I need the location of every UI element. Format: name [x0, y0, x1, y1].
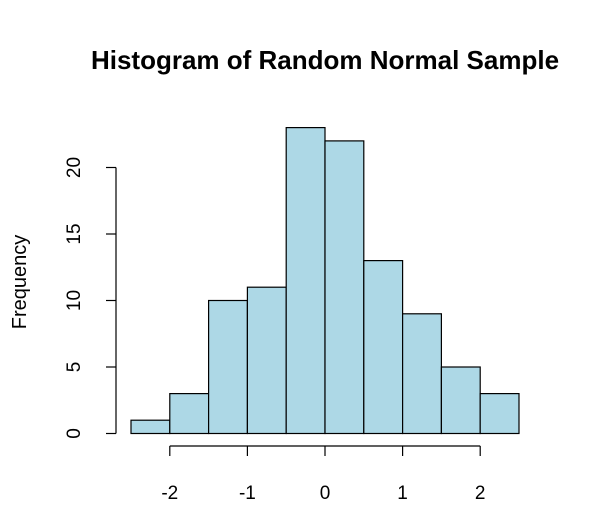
histogram-bar	[324, 140, 365, 435]
x-axis: -2 -1 0 1 2	[161, 445, 486, 504]
y-tick-label: 15	[64, 223, 85, 244]
x-tick-label: 0	[320, 483, 331, 504]
x-tick-label: 2	[475, 483, 486, 504]
y-axis-label: Frequency	[9, 235, 31, 330]
histogram-bar	[363, 260, 404, 435]
histogram-bar	[402, 313, 443, 435]
chart-title: Histogram of Random Normal Sample	[91, 45, 559, 75]
histogram-bar	[130, 419, 171, 435]
x-tick-label: 1	[397, 483, 408, 504]
histogram-bar	[479, 393, 520, 435]
y-tick-label: 10	[64, 290, 85, 311]
y-tick-label: 5	[64, 362, 85, 373]
x-tick-label: -2	[161, 483, 178, 504]
bars-group	[130, 126, 520, 435]
y-tick-label: 0	[64, 428, 85, 439]
histogram-bar	[440, 366, 481, 435]
histogram-bar	[246, 286, 287, 435]
x-tick-label: -1	[239, 483, 256, 504]
y-tick-label: 20	[64, 157, 85, 178]
histogram-bar	[169, 393, 210, 435]
histogram-bar	[285, 126, 326, 435]
y-axis: 0 5 10 15 20	[64, 157, 117, 439]
histogram-bar	[208, 299, 249, 435]
